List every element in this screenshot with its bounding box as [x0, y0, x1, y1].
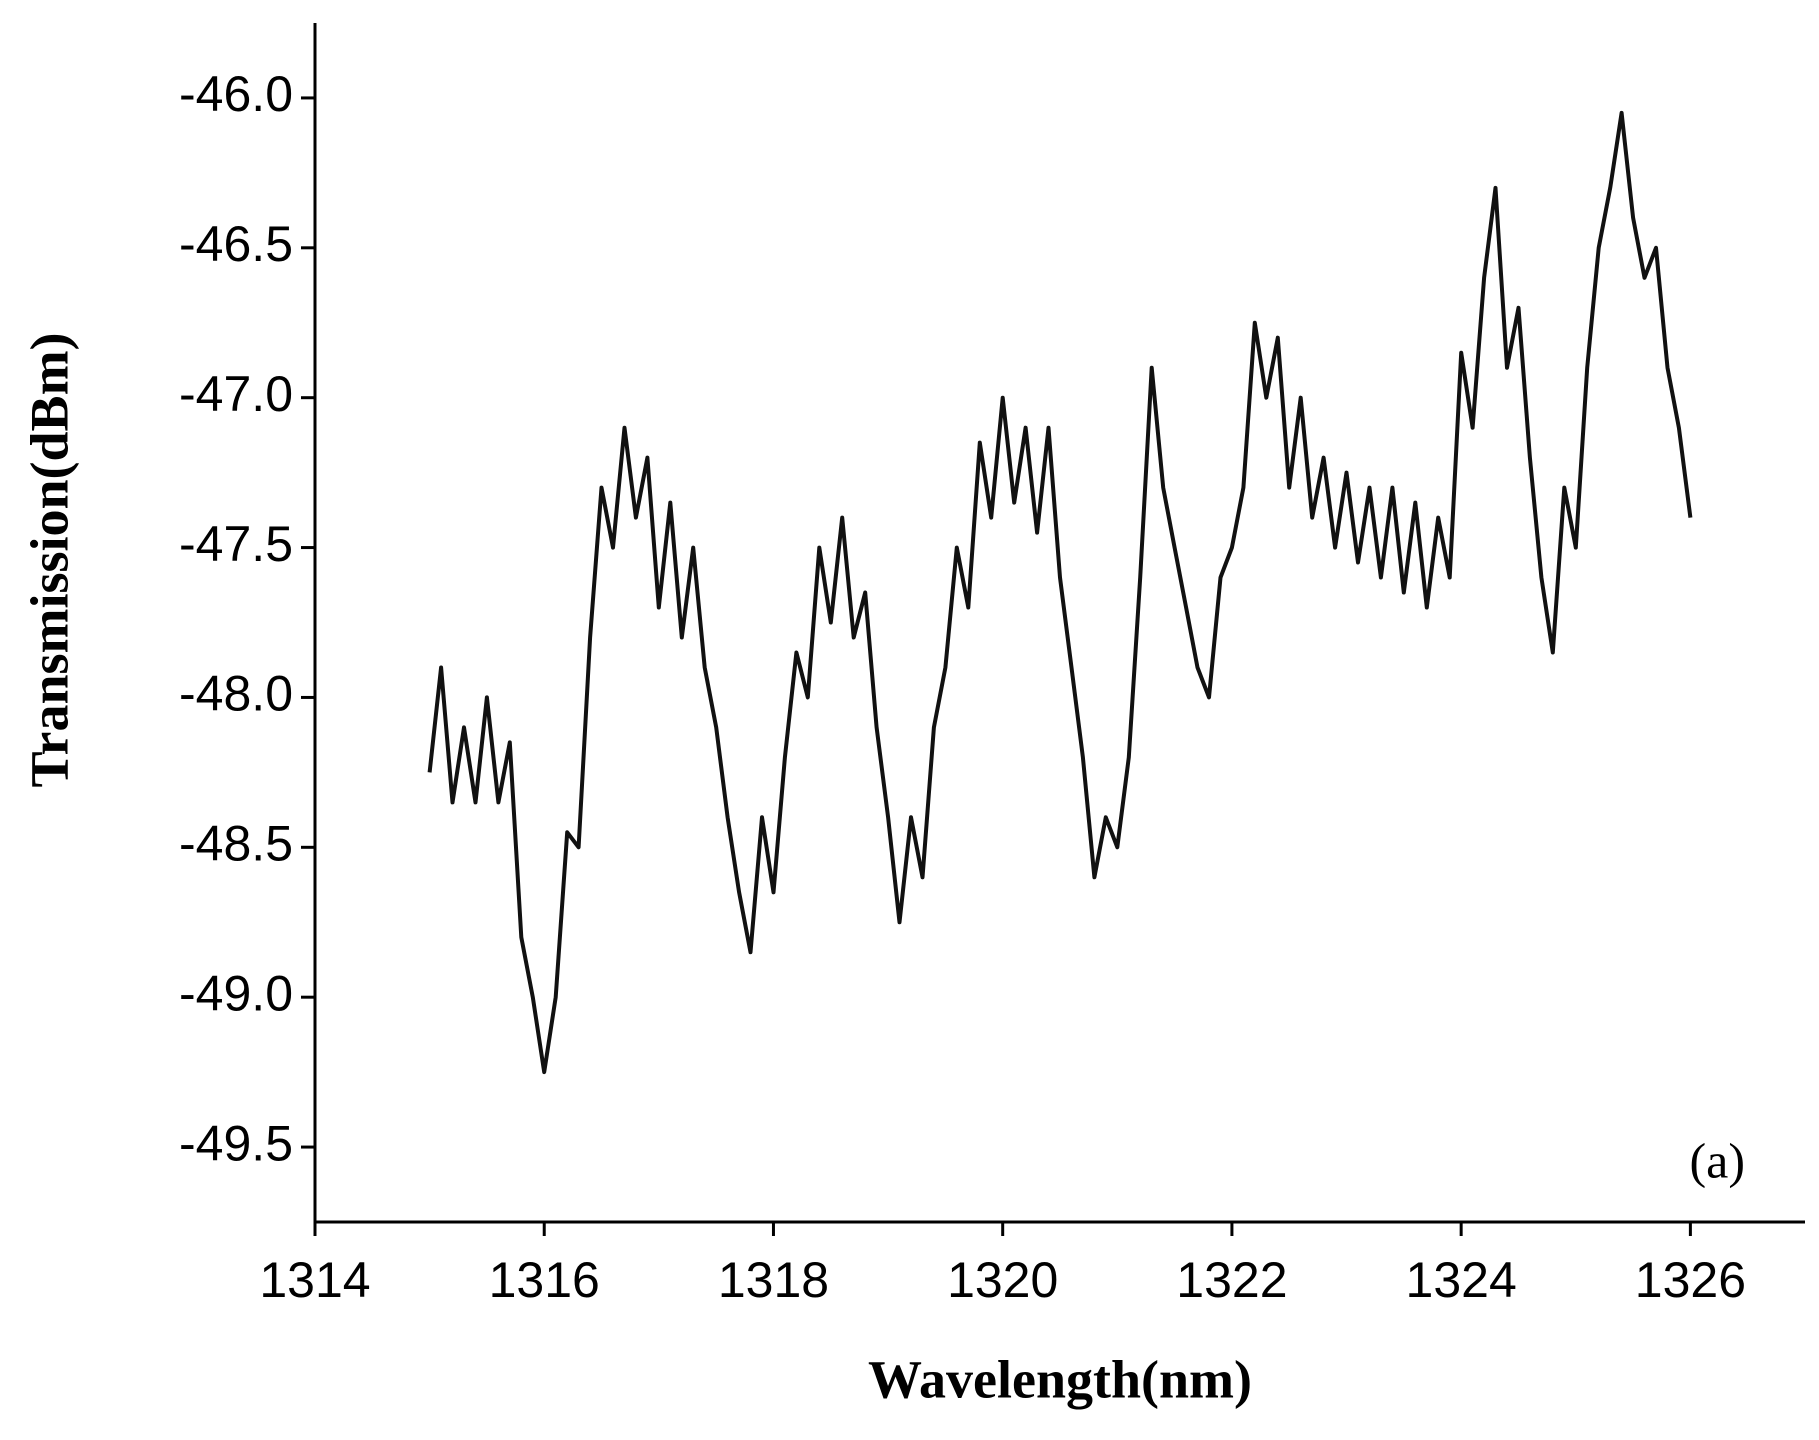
x-axis-title: Wavelength(nm)	[868, 1349, 1252, 1409]
y-tick-label: -47.0	[179, 366, 293, 422]
y-tick-label: -48.5	[179, 816, 293, 872]
x-tick-label: 1324	[1406, 1252, 1517, 1308]
x-tick-label: 1322	[1176, 1252, 1287, 1308]
x-tick-label: 1318	[718, 1252, 829, 1308]
x-tick-label: 1320	[947, 1252, 1058, 1308]
y-tick-label: -49.0	[179, 965, 293, 1021]
data-line	[427, 110, 1693, 1075]
y-tick-label: -46.0	[179, 66, 293, 122]
y-tick-label: -47.5	[179, 516, 293, 572]
y-tick-label: -46.5	[179, 216, 293, 272]
y-axis-title: Transmission(dBm)	[19, 332, 79, 787]
x-tick-label: 1314	[259, 1252, 370, 1308]
x-tick-label: 1326	[1635, 1252, 1746, 1308]
panel-label: (a)	[1690, 1132, 1746, 1188]
y-tick-label: -48.0	[179, 666, 293, 722]
y-tick-label: -49.5	[179, 1115, 293, 1171]
x-tick-label: 1316	[489, 1252, 600, 1308]
